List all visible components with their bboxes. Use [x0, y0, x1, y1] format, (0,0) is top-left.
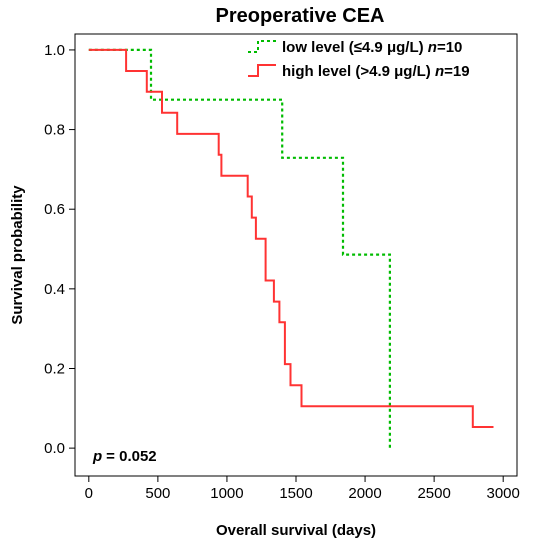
x-tick-label: 2500 — [417, 485, 450, 502]
x-tick-label: 2000 — [348, 485, 381, 502]
legend-label-low-level: low level (≤4.9 μg/L) n=10 — [282, 39, 462, 56]
y-tick-label: 0.8 — [44, 122, 65, 139]
chart-title: Preoperative CEA — [216, 5, 385, 27]
x-axis: 0 500 1000 1500 2000 2500 3000 — [85, 476, 520, 502]
p-value-symbol: p — [92, 448, 102, 465]
p-value-text: = 0.052 — [106, 448, 156, 465]
x-axis-title: Overall survival (days) — [216, 522, 376, 539]
y-tick-label: 0.6 — [44, 201, 65, 218]
y-tick-label: 0.2 — [44, 360, 65, 377]
x-tick-label: 1000 — [210, 485, 243, 502]
y-axis-title: Survival probability — [9, 185, 26, 325]
plot-frame — [74, 33, 518, 477]
y-tick-label: 1.0 — [44, 42, 65, 59]
p-value-annotation: p = 0.052 — [92, 448, 157, 465]
y-axis: 0.0 0.2 0.4 0.6 0.8 1.0 — [44, 42, 75, 457]
x-tick-label: 3000 — [487, 485, 520, 502]
series-line-low-level — [88, 48, 391, 449]
x-tick-label: 0 — [85, 485, 93, 502]
x-tick-label: 500 — [145, 485, 170, 502]
legend: low level (≤4.9 μg/L) n=10 high level (>4… — [248, 39, 470, 80]
x-tick-label: 1500 — [279, 485, 312, 502]
series-line-high-level — [88, 48, 494, 428]
y-tick-label: 0.0 — [44, 440, 65, 457]
series-layer — [88, 48, 494, 449]
legend-label-high-level: high level (>4.9 μg/L) n=19 — [282, 63, 470, 80]
legend-swatch-high-level — [248, 64, 276, 77]
legend-swatch-low-level — [248, 40, 276, 53]
y-tick-label: 0.4 — [44, 281, 65, 298]
